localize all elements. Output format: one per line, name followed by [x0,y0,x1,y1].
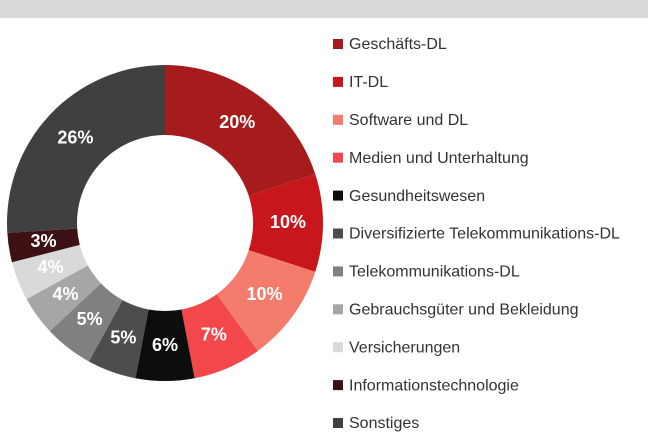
slice [88,300,149,379]
slice [7,228,80,263]
legend-label: Informationstechnologie [349,377,519,394]
slice [165,65,316,196]
data-label: 3% [31,231,57,251]
legend-swatch [333,266,343,277]
legend-label: Telekommunikations-DL [349,264,520,281]
slice [216,250,316,351]
legend-label: Medien und Unterhaltung [349,150,529,167]
legend-swatch [333,418,343,428]
slice [248,174,324,272]
data-label: 5% [110,327,136,347]
legend-label: Gebrauchsgüter und Bekleidung [349,302,579,319]
legend-swatch [333,39,343,49]
data-label: 10% [270,212,306,232]
slice [135,309,195,381]
legend-swatch [333,190,343,201]
slice [181,294,258,379]
data-label: 4% [38,257,64,277]
legend-label: IT-DL [349,74,388,91]
data-label: 6% [152,335,178,355]
legend-label: Diversifizierte Telekommunikations-DL [349,226,620,243]
legend-swatch [333,152,343,163]
legend-label: Gesundheitswesen [349,188,485,205]
legend-label: Geschäfts-DL [349,36,447,53]
legend-swatch [333,342,343,353]
data-label: 20% [219,112,255,132]
legend-label: Versicherungen [349,339,460,356]
legend-label: Software und DL [349,112,468,129]
slice [49,283,123,362]
data-label: 5% [77,309,103,329]
slice [6,65,165,233]
legend-swatch [333,380,343,391]
legend-swatch [333,76,343,87]
data-label: 7% [201,325,227,345]
data-label: 26% [57,128,93,148]
top-bar [0,0,648,18]
data-label: 4% [52,284,78,304]
slice [11,244,88,300]
legend-label: Sonstiges [349,415,419,432]
data-label: 10% [246,284,282,304]
legend-swatch [333,114,343,125]
slice [26,265,101,332]
legend-swatch [333,304,343,315]
legend-swatch [333,228,343,239]
